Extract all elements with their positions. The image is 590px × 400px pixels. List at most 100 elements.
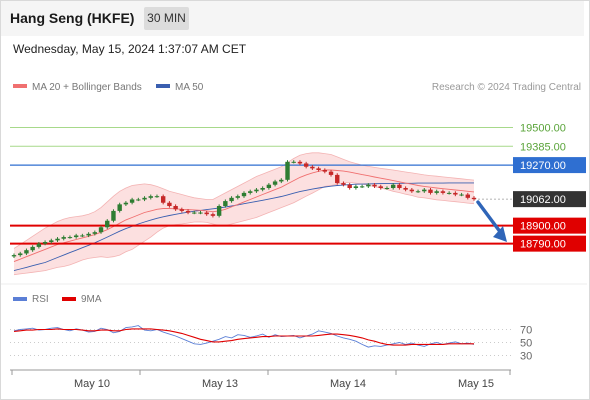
chart-title: Hang Seng (HKFE) <box>10 10 135 26</box>
candle-body <box>210 214 216 216</box>
candle-body <box>372 184 377 187</box>
candle-body <box>422 189 427 192</box>
candle-body <box>446 192 452 194</box>
candle-body <box>142 197 147 200</box>
candle-body <box>49 240 54 242</box>
timestamp: Wednesday, May 15, 2024 1:37:07 AM CET <box>13 42 247 56</box>
timeframe-button[interactable]: 30 MIN <box>144 7 189 30</box>
level-label-pivot: 19270.00 <box>520 160 566 172</box>
ma50-legend-label: MA 50 <box>175 82 204 93</box>
x-tick-label: May 15 <box>458 378 494 390</box>
ma20-line <box>13 169 475 263</box>
candle-body <box>42 242 48 244</box>
level-label-resistance: 19500.00 <box>520 122 566 134</box>
ma20-legend-label: MA 20 + Bollinger Bands <box>32 82 142 93</box>
level-label-price: 19062.00 <box>520 194 566 206</box>
candle-body <box>117 204 122 211</box>
candle-body <box>353 186 359 188</box>
candle-body <box>129 199 135 203</box>
candle-body <box>198 212 203 214</box>
candle-body <box>254 189 259 192</box>
rsi-tick-label: 70 <box>520 325 532 337</box>
candle-body <box>285 161 290 180</box>
rsi-legend-swatch <box>13 297 27 301</box>
candle-body <box>167 202 172 206</box>
candle-body <box>335 174 340 184</box>
ma20-legend-swatch <box>13 84 27 88</box>
bollinger-band-fill <box>14 152 474 275</box>
candle-body <box>154 196 160 198</box>
level-label-box-support <box>513 235 586 252</box>
candle-body <box>67 237 73 239</box>
candle-body <box>415 191 421 193</box>
candle-body <box>303 163 309 167</box>
level-label-resistance: 19385.00 <box>520 141 566 153</box>
candle-body <box>192 212 197 214</box>
candle-body <box>216 206 222 216</box>
candle-body <box>241 192 247 197</box>
candle-body <box>105 220 110 228</box>
candle-body <box>440 191 446 193</box>
candle-body <box>92 232 98 234</box>
candle-body <box>73 235 79 238</box>
bollinger-lower-line <box>13 181 475 276</box>
price-panel: 19500.00 19385.00 19270.00 19062.00 18900.00… <box>10 122 586 276</box>
candle-body <box>136 199 141 201</box>
candle-body <box>279 179 284 182</box>
candle-body <box>434 191 439 193</box>
candle-body <box>11 255 17 257</box>
candle-body <box>148 196 153 198</box>
level-label-support: 18900.00 <box>520 221 566 233</box>
candle-body <box>30 246 35 251</box>
bollinger-upper-line <box>13 152 475 249</box>
candle-body <box>347 184 352 188</box>
forecast-arrow-shaft <box>476 200 503 235</box>
candle-body <box>471 197 477 200</box>
rsi-ma-legend-label: 9MA <box>81 294 102 305</box>
candle-body <box>18 253 23 256</box>
candle-body <box>24 250 29 254</box>
level-label-support: 18790.00 <box>520 239 566 251</box>
candle-body <box>397 184 402 188</box>
header-bar <box>1 1 584 36</box>
level-label-box-price <box>513 191 586 208</box>
candle-body <box>366 184 371 187</box>
candle-body <box>36 243 42 247</box>
candle-body <box>185 210 191 213</box>
x-axis: May 10 May 13 May 14 May 15 <box>11 370 511 390</box>
candle-body <box>359 186 365 188</box>
x-tick-label: May 14 <box>330 378 366 390</box>
candle-body <box>179 209 185 211</box>
candle-body <box>272 181 278 185</box>
ma50-legend-swatch <box>156 84 170 88</box>
candle-body <box>86 233 91 236</box>
candle-body <box>390 184 396 188</box>
candle-body <box>266 184 272 188</box>
source-credit: Research © 2024 Trading Central <box>432 82 581 93</box>
level-label-box-pivot <box>513 157 586 174</box>
candle-body <box>55 238 60 241</box>
candle-body <box>409 189 415 192</box>
candle-body <box>459 194 464 196</box>
rsi-tick-label: 30 <box>520 351 532 363</box>
rsi-ma-line <box>13 328 474 346</box>
candle-body <box>453 192 458 195</box>
candle-body <box>310 166 315 169</box>
candle-body <box>316 168 321 170</box>
candle-body <box>123 202 129 205</box>
candle-body <box>248 191 253 193</box>
candle-body <box>322 170 328 172</box>
rsi-ma-legend-swatch <box>62 297 76 301</box>
candle-body <box>328 171 334 175</box>
candle-body <box>229 197 234 202</box>
candle-body <box>235 196 240 198</box>
candle-body <box>403 188 408 190</box>
candle-body <box>378 186 383 188</box>
candle-body <box>204 212 209 215</box>
x-tick-label: May 10 <box>74 378 110 390</box>
level-label-box-support <box>513 217 586 234</box>
candle-body <box>173 206 178 210</box>
candle-body <box>260 188 265 190</box>
